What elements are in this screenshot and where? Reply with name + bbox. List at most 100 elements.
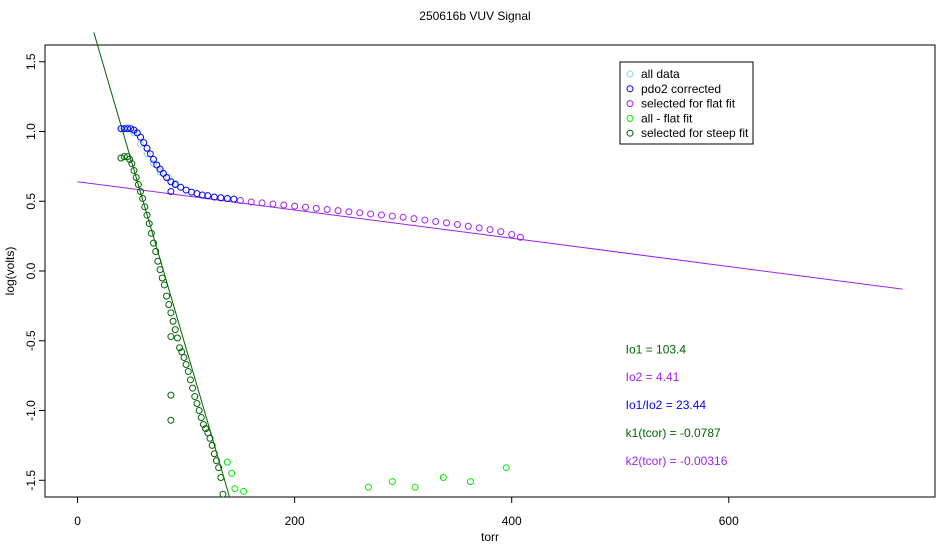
data-point bbox=[508, 230, 516, 238]
data-point bbox=[410, 215, 418, 223]
y-tick-label: 0.0 bbox=[24, 262, 38, 279]
data-point bbox=[117, 154, 125, 162]
annotations: Io1 = 103.4 Io2 = 4.41 Io1/Io2 = 23.44 k1(t… bbox=[626, 342, 728, 468]
data-point bbox=[169, 317, 177, 325]
data-point bbox=[280, 201, 288, 209]
data-point bbox=[388, 478, 396, 486]
data-point bbox=[210, 450, 218, 458]
data-point bbox=[150, 160, 158, 168]
data-point bbox=[439, 473, 447, 481]
data-point bbox=[141, 203, 149, 211]
data-point bbox=[128, 160, 136, 168]
data-point bbox=[453, 221, 461, 229]
axes: 0 200 400 600 -1.5 -1.0 -0.5 0.0 0.5 1.0 1.5 bbox=[24, 53, 739, 528]
data-point bbox=[240, 487, 248, 495]
data-point bbox=[258, 199, 266, 207]
data-point bbox=[165, 174, 173, 182]
data-point bbox=[127, 125, 135, 133]
data-point bbox=[388, 212, 396, 220]
data-point bbox=[137, 187, 145, 195]
data-point bbox=[143, 144, 151, 152]
series-selected-for-flat-fit bbox=[236, 197, 524, 241]
data-point bbox=[117, 125, 125, 133]
data-point bbox=[186, 376, 194, 384]
data-point bbox=[158, 274, 166, 282]
legend-marker bbox=[626, 129, 634, 137]
data-point bbox=[475, 224, 483, 232]
data-point bbox=[228, 469, 236, 477]
data-point bbox=[123, 125, 131, 133]
data-point bbox=[323, 205, 331, 213]
data-point bbox=[199, 420, 207, 428]
data-point bbox=[231, 485, 239, 493]
data-point bbox=[160, 281, 168, 289]
y-tick-label: 1.0 bbox=[24, 123, 38, 140]
y-tick-label: -1.0 bbox=[24, 400, 38, 421]
legend-marker bbox=[626, 114, 634, 122]
data-point bbox=[150, 155, 158, 163]
data-point bbox=[130, 167, 138, 175]
y-axis-label: log(volts) bbox=[3, 247, 17, 296]
legend-label: pdo2 corrected bbox=[641, 82, 721, 96]
fit-lines bbox=[77, 32, 903, 498]
data-point bbox=[156, 168, 164, 176]
legend-box bbox=[619, 61, 754, 145]
data-point bbox=[137, 133, 145, 141]
x-tick-label: 200 bbox=[285, 514, 305, 528]
steep-fit-line bbox=[93, 32, 230, 498]
plot-frame bbox=[44, 44, 936, 498]
data-point bbox=[198, 191, 206, 199]
x-axis-label: torr bbox=[481, 530, 499, 544]
data-point bbox=[486, 226, 494, 234]
series-pdo2-corrected bbox=[117, 125, 238, 203]
x-tick-label: 600 bbox=[719, 514, 739, 528]
data-point bbox=[167, 416, 175, 424]
data-point bbox=[171, 181, 179, 189]
data-point bbox=[269, 200, 277, 208]
data-point bbox=[356, 209, 364, 217]
data-point bbox=[167, 333, 175, 341]
data-point bbox=[134, 181, 142, 189]
legend-marker bbox=[626, 85, 634, 93]
data-point bbox=[516, 233, 524, 241]
data-point bbox=[195, 407, 203, 415]
chart-title: 250616b VUV Signal bbox=[419, 9, 530, 23]
data-point bbox=[364, 483, 372, 491]
data-point bbox=[208, 441, 216, 449]
legend-label: all data bbox=[641, 67, 680, 81]
data-point bbox=[152, 247, 160, 255]
data-point bbox=[206, 434, 214, 442]
data-point bbox=[219, 490, 227, 498]
legend-marker bbox=[626, 70, 634, 78]
y-tick-label: -0.5 bbox=[24, 330, 38, 351]
data-point bbox=[212, 457, 220, 465]
data-point bbox=[126, 155, 134, 163]
data-point bbox=[367, 210, 375, 218]
data-point bbox=[334, 207, 342, 215]
annotation-text: k1(tcor) = -0.0787 bbox=[626, 426, 721, 440]
data-point bbox=[502, 464, 510, 472]
data-point bbox=[182, 360, 190, 368]
data-point bbox=[191, 393, 199, 401]
data-point bbox=[217, 194, 225, 202]
data-point bbox=[223, 458, 231, 466]
annotation-text: Io2 = 4.41 bbox=[626, 370, 680, 384]
data-point bbox=[180, 353, 188, 361]
data-point bbox=[432, 217, 440, 225]
data-point bbox=[154, 257, 162, 265]
data-point bbox=[167, 187, 175, 195]
data-point bbox=[167, 309, 175, 317]
data-point bbox=[150, 239, 158, 247]
data-point bbox=[171, 326, 179, 334]
data-point bbox=[177, 183, 185, 191]
data-point bbox=[173, 334, 181, 342]
data-point bbox=[411, 483, 419, 491]
data-point bbox=[167, 391, 175, 399]
y-tick-label: 1.5 bbox=[24, 53, 38, 70]
annotation-text: Io1/Io2 = 23.44 bbox=[626, 398, 707, 412]
data-point bbox=[137, 140, 145, 148]
data-point bbox=[176, 344, 184, 352]
data-point bbox=[345, 208, 353, 216]
